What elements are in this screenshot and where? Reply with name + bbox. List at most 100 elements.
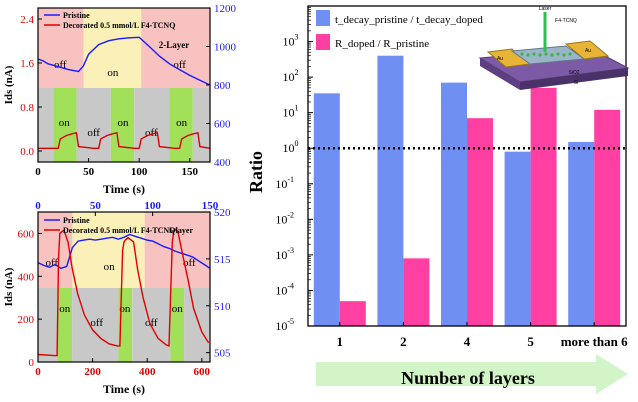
series-decorated-line: [38, 131, 211, 149]
y2-tick-label: 1000: [214, 42, 237, 54]
legend-label: Pristine: [63, 11, 90, 20]
y2-tick-label: 505: [214, 348, 231, 360]
x2-tick-label: 100: [144, 200, 161, 212]
region-label: on: [59, 303, 71, 315]
y-tick-label: 100: [283, 139, 299, 155]
inset-molecule: [526, 53, 530, 57]
layer-label: 2-Layer: [159, 40, 190, 50]
region-band: [141, 8, 210, 88]
inset-substrate-front: [520, 68, 628, 90]
legend-label: Decorated 0.5 mmol/L F4-TCNQ: [63, 21, 175, 30]
inset-electrode-right: [564, 40, 610, 60]
region-band: [72, 212, 145, 288]
bar-resistance-ratio: [594, 109, 621, 326]
y2-tick-label: 800: [214, 80, 231, 92]
legend-label: Pristine: [63, 216, 90, 225]
y2-tick-label: 520: [214, 207, 231, 219]
region-label: on: [117, 117, 129, 129]
inset-label: F4-TCNQ: [555, 18, 577, 24]
region-label: on: [176, 117, 188, 129]
inset-label: Laser: [539, 6, 552, 12]
bar-t-decay-ratio: [504, 151, 531, 326]
region-band: [184, 288, 210, 362]
bar-t-decay-ratio: [313, 93, 340, 326]
x-tick-label: 5: [527, 334, 534, 349]
legend-swatch-resistance: [316, 34, 330, 50]
y-tick-label: 0: [29, 357, 35, 369]
y-tick-label: 600: [18, 228, 35, 240]
region-label: on: [172, 303, 184, 315]
plot-frame: [37, 211, 211, 363]
series-pristine-line: [37, 36, 211, 86]
inset-molecule: [532, 52, 536, 56]
y-tick-label: 10-3: [275, 246, 294, 262]
y-tick-label: 10-5: [275, 317, 294, 333]
bar-resistance-ratio: [339, 301, 366, 326]
y-tick-label: 1.6: [20, 58, 34, 70]
bottom-left-panel: off on offonoffonoffon02004006005055105155…: [3, 200, 231, 396]
y-axis-label: Ratio: [246, 151, 266, 193]
region-band: [192, 88, 210, 162]
series-decorated-line: [37, 228, 210, 357]
x2-tick-label: 0: [35, 200, 41, 212]
region-label: off: [183, 257, 196, 269]
inset-molecule: [550, 53, 554, 57]
bar-t-decay-ratio: [377, 55, 404, 327]
bar-resistance-ratio: [403, 258, 430, 326]
y2-tick-label: 510: [214, 301, 231, 313]
region-band: [118, 288, 133, 362]
inset-molecule: [568, 52, 572, 56]
bar-resistance-ratio: [530, 87, 557, 327]
legend-label: t_decay_pristine / t_decay_doped: [335, 14, 483, 26]
series-pristine-line: [37, 233, 211, 270]
plot-frame: [307, 5, 627, 327]
inset-substrate-side: [480, 58, 520, 90]
region-band: [134, 88, 170, 162]
inset-label: SiO2: [568, 70, 579, 76]
x-tick-label: 150: [182, 166, 199, 178]
x-tick-label: 400: [139, 366, 156, 378]
region-label: on: [104, 261, 116, 273]
bar-t-decay-ratio: [441, 82, 467, 326]
region-band: [76, 88, 111, 162]
right-panel: 1 2 4 5 more than 6 10-5 10-4 10-3 10-2 10-1 100 10…: [246, 5, 630, 394]
inset-molecule: [538, 53, 542, 57]
x-tick-label: 100: [131, 166, 148, 178]
inset-channel: [510, 45, 586, 65]
inset-molecule: [520, 52, 524, 56]
x-tick-label: 2: [400, 334, 407, 349]
region-band: [57, 288, 73, 362]
top-left-panel: offonoffonoffonoffon0.00.81.62.440060080…: [3, 3, 237, 196]
region-label: on: [59, 117, 71, 129]
inset-label: Si: [574, 80, 578, 86]
y-axis-label: Ids (nA): [3, 65, 15, 104]
region-label: off: [87, 127, 100, 139]
inset-molecule: [556, 52, 560, 56]
region-label: off: [90, 317, 103, 329]
inset-label: Au: [585, 48, 591, 54]
region-label: on: [107, 67, 119, 79]
x-tick-label: 0: [35, 366, 41, 378]
layer-label: 5-layer: [169, 226, 193, 235]
legend-label: Decorated 0.5 mmol/L F4-TCNQ: [63, 226, 175, 235]
inset-molecule: [544, 52, 548, 56]
region-band: [144, 212, 210, 288]
region-band: [169, 88, 193, 162]
inset-molecule: [562, 53, 566, 57]
y-tick-label: 2.4: [20, 14, 34, 26]
y2-tick-label: 600: [214, 119, 231, 131]
y-tick-label: 103: [283, 33, 299, 49]
x-axis-label: Number of layers: [401, 368, 535, 388]
x-tick-label: 1: [337, 334, 344, 349]
region-band: [170, 288, 185, 362]
y-tick-label: 10-2: [275, 210, 294, 226]
x-tick-label: 50: [83, 166, 95, 178]
region-label: off: [45, 257, 58, 269]
y-tick-label: 10-1: [275, 175, 294, 191]
x-axis-label: Time (s): [103, 182, 145, 196]
y-tick-label: 200: [18, 314, 35, 326]
x-tick-label: 600: [194, 366, 211, 378]
region-label: on: [119, 303, 131, 315]
bar-resistance-ratio: [467, 118, 493, 327]
